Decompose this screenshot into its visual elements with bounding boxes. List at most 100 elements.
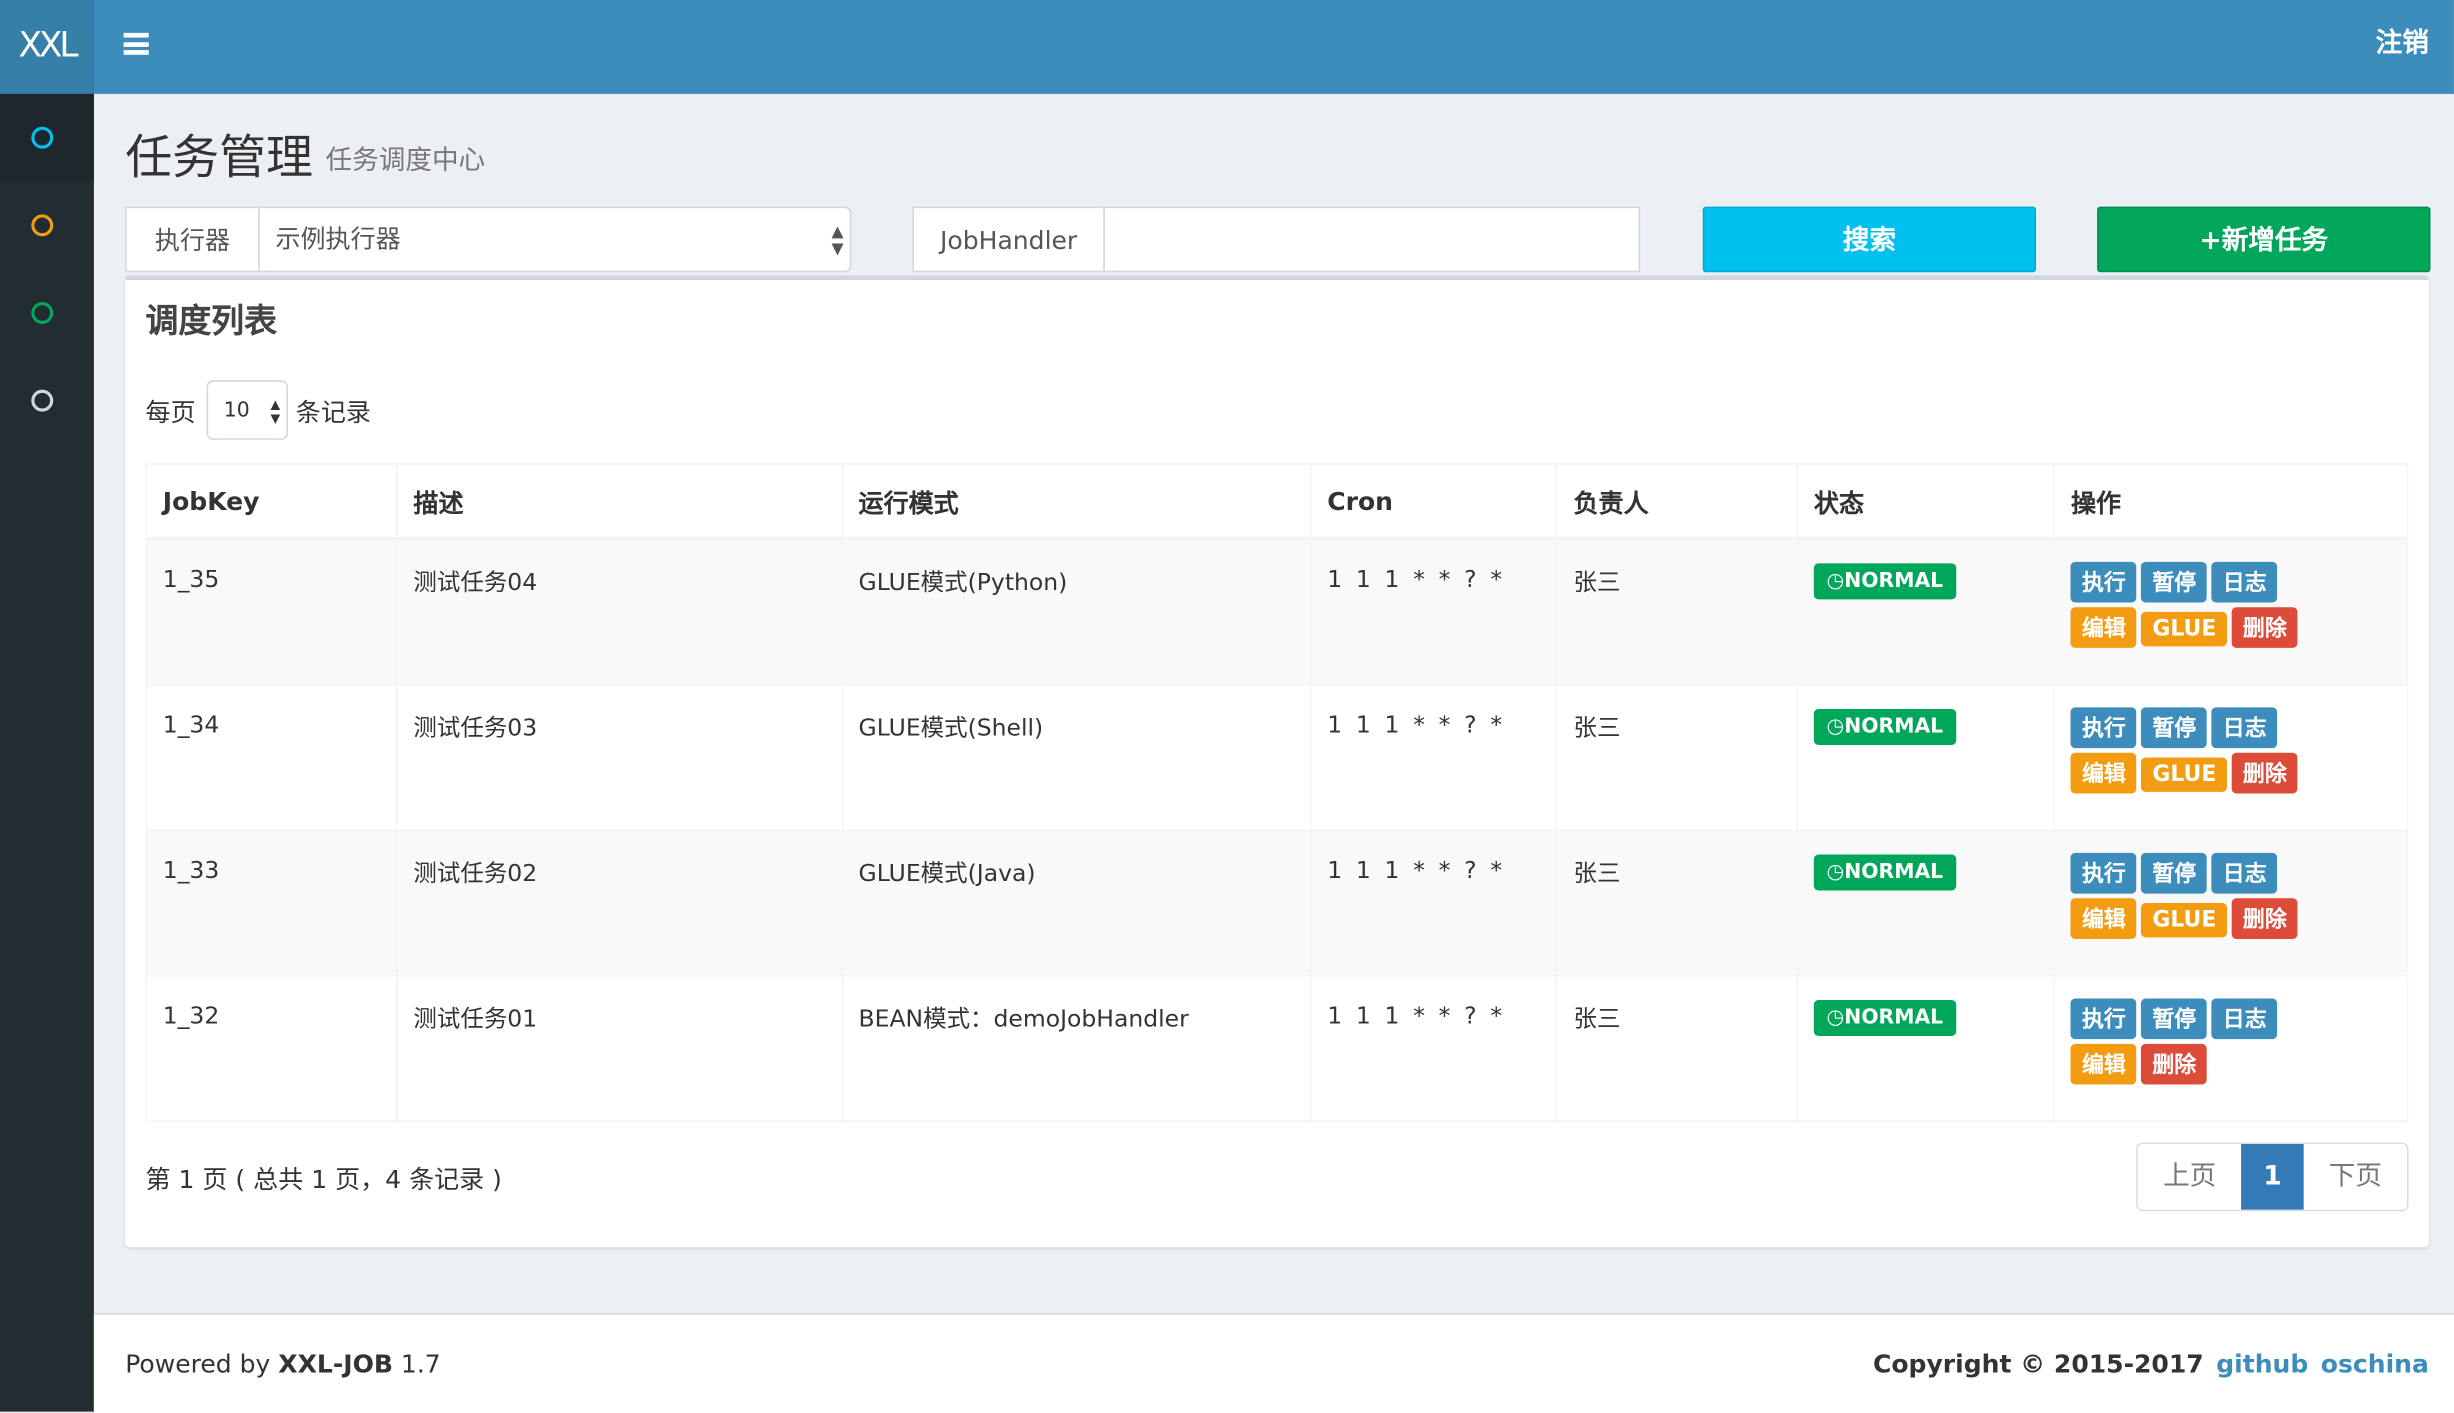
glue-button[interactable]: GLUE [2141,611,2228,647]
circle-icon [31,214,54,237]
column-header[interactable]: 操作 [2053,463,2409,540]
sidebar-item-4[interactable] [0,357,94,445]
cell-cron: 1 1 1 * * ? * [1310,974,1558,1122]
status-text: NORMAL [1844,859,1944,884]
edit-button[interactable]: 编辑 [2070,897,2137,939]
per-page-value: 10 [223,399,250,423]
cell-owner: 张三 [1556,828,1799,976]
cell-actions: 执行 暂停 日志编辑 GLUE 删除 [2053,828,2409,976]
jobhandler-label: JobHandler [912,206,1105,273]
column-header[interactable]: Cron [1310,463,1558,540]
clock-icon: ◷ [1826,714,1845,738]
pause-button[interactable]: 暂停 [2141,561,2208,603]
run-button[interactable]: 执行 [2070,706,2137,748]
pause-button[interactable]: 暂停 [2141,997,2208,1039]
github-link[interactable]: github [2216,1349,2309,1379]
cell-status: ◷NORMAL [1796,537,2056,685]
log-button[interactable]: 日志 [2211,997,2278,1039]
delete-button[interactable]: 删除 [2141,1043,2208,1084]
menu-toggle-icon[interactable] [123,32,149,55]
cell-desc: 测试任务01 [396,974,843,1122]
prev-page-button[interactable]: 上页 [2163,1161,2217,1193]
cell-mode: BEAN模式：demoJobHandler [841,974,1312,1122]
executor-label: 执行器 [125,206,260,273]
edit-button[interactable]: 编辑 [2070,607,2137,648]
circle-icon [31,126,54,149]
oschina-link[interactable]: oschina [2320,1349,2429,1379]
log-button[interactable]: 日志 [2211,561,2278,603]
column-header[interactable]: 状态 [1796,463,2056,540]
edit-button[interactable]: 编辑 [2070,751,2137,793]
sidebar: XXL [0,0,94,1412]
cell-actions: 执行 暂停 日志编辑 GLUE 删除 [2053,537,2409,685]
log-button[interactable]: 日志 [2211,852,2278,893]
cell-desc: 测试任务03 [396,683,843,831]
status-badge: ◷NORMAL [1813,999,1956,1036]
cell-owner: 张三 [1556,683,1799,831]
column-header[interactable]: 描述 [396,463,843,540]
table-row: 1_34 测试任务03 GLUE模式(Shell) 1 1 1 * * ? * 张三 ◷N… [145,683,2409,831]
next-page-button[interactable]: 下页 [2328,1161,2382,1193]
status-text: NORMAL [1844,714,1944,738]
run-button[interactable]: 执行 [2070,561,2137,603]
job-list-box: 调度列表 每页 10 ▲ ▼ 条记录 JobKey 描述 运行模式 Cron 负责人 状态操… [125,275,2429,1248]
status-badge: ◷NORMAL [1813,853,1956,890]
logout-link[interactable]: 注销 [2375,28,2429,60]
circle-icon [31,302,54,324]
sidebar-item-3[interactable] [0,269,94,357]
delete-button[interactable]: 删除 [2231,607,2298,648]
cell-desc: 测试任务02 [396,828,843,976]
log-button[interactable]: 日志 [2211,706,2278,748]
version: 1.7 [392,1349,441,1379]
column-header[interactable]: 运行模式 [841,463,1312,540]
pagination-info: 第 1 页 ( 总共 1 页，4 条记录 ) [145,1164,502,1195]
cell-owner: 张三 [1556,537,1799,685]
job-table: JobKey 描述 运行模式 Cron 负责人 状态 操作 1_35 测试任务04 GLUE模式… [145,463,2409,1122]
cell-mode: GLUE模式(Java) [841,828,1312,976]
column-header[interactable]: 负责人 [1556,463,1799,540]
pause-button[interactable]: 暂停 [2141,852,2208,893]
delete-button[interactable]: 删除 [2231,751,2298,793]
cell-key: 1_32 [145,974,398,1122]
add-job-button[interactable]: +新增任务 [2097,206,2431,273]
executor-select-value: 示例执行器 [275,223,401,254]
copyright: Copyright © 2015-2017 github oschina [1873,1349,2429,1379]
cell-desc: 测试任务04 [396,537,843,685]
pause-button[interactable]: 暂停 [2141,706,2208,748]
per-page-prefix: 每页 [145,397,196,428]
glue-button[interactable]: GLUE [2141,902,2228,937]
column-header[interactable]: JobKey [145,463,398,540]
page-title: 任务管理 [125,131,313,187]
jobhandler-input[interactable] [1103,206,1641,273]
table-row: 1_35 测试任务04 GLUE模式(Python) 1 1 1 * * ? * 张三 ◷… [145,537,2409,685]
executor-select[interactable]: 示例执行器 ▲ ▼ [258,206,852,273]
cell-actions: 执行 暂停 日志编辑 GLUE 删除 [2053,683,2409,831]
cell-key: 1_35 [145,537,398,685]
cell-status: ◷NORMAL [1796,974,2056,1122]
sidebar-item-2[interactable] [0,182,94,270]
cell-cron: 1 1 1 * * ? * [1310,683,1558,831]
clock-icon: ◷ [1826,569,1845,594]
glue-button[interactable]: GLUE [2141,756,2228,792]
logo[interactable]: XXL [0,0,94,94]
cell-status: ◷NORMAL [1796,828,2056,976]
search-button[interactable]: 搜索 [1702,206,2037,273]
status-badge: ◷NORMAL [1813,563,1956,600]
cell-actions: 执行 暂停 日志编辑 删除 [2053,974,2409,1122]
box-title: 调度列表 [145,302,278,340]
run-button[interactable]: 执行 [2070,997,2137,1039]
run-button[interactable]: 执行 [2070,852,2137,893]
per-page-select[interactable]: 10 ▲ ▼ [206,380,288,440]
page-1-button[interactable]: 1 [2241,1144,2304,1210]
per-page-suffix: 条记录 [295,397,371,428]
product-name: XXL-JOB [278,1349,393,1379]
edit-button[interactable]: 编辑 [2070,1043,2137,1084]
cell-cron: 1 1 1 * * ? * [1310,828,1558,976]
powered-prefix: Powered by [125,1349,279,1379]
delete-button[interactable]: 删除 [2231,897,2298,939]
cell-cron: 1 1 1 * * ? * [1310,537,1558,685]
status-text: NORMAL [1844,1005,1944,1029]
clock-icon: ◷ [1826,1005,1845,1029]
sidebar-item-1[interactable] [0,93,94,182]
